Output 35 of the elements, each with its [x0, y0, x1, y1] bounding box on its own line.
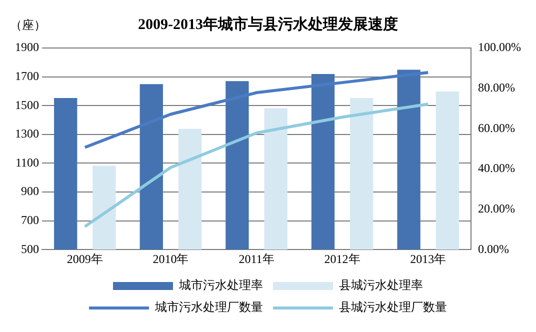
- chart-title: 2009-2013年城市与县污水处理发展速度: [138, 14, 398, 33]
- legend-label: 县城污水处理厂数量: [339, 300, 447, 314]
- y2-tick-label: 20.00%: [478, 201, 516, 216]
- bar: [264, 108, 288, 250]
- bar: [226, 81, 249, 250]
- y-tick-label: 1500: [15, 98, 39, 112]
- y2-tick-label: 100.00%: [478, 40, 522, 54]
- legend-label: 县城污水处理率: [339, 278, 423, 292]
- bar: [54, 98, 78, 250]
- y-axis-title: （座）: [10, 18, 46, 32]
- bar: [436, 92, 459, 250]
- bar: [311, 74, 335, 250]
- bar: [178, 128, 202, 250]
- x-tick-label: 2010年: [152, 252, 189, 266]
- y2-tick-label: 60.00%: [478, 120, 516, 135]
- legend-label: 城市污水处理厂数量: [154, 300, 263, 314]
- x-tick-label: 2009年: [66, 252, 103, 266]
- bar: [92, 166, 116, 250]
- y-tick-label: 1300: [15, 126, 39, 141]
- y2-tick-label: 40.00%: [478, 161, 516, 176]
- bar: [350, 98, 374, 250]
- y-tick-label: 1700: [15, 68, 39, 83]
- legend-label: 城市污水处理率: [178, 278, 263, 292]
- y-tick-label: 700: [21, 212, 39, 227]
- y-tick-label: 1100: [15, 155, 39, 170]
- bar: [397, 70, 420, 250]
- y2-tick-label: 0.00%: [478, 242, 510, 256]
- bar: [140, 84, 163, 250]
- y-tick-label: 900: [21, 184, 39, 198]
- y-tick-label: 500: [21, 242, 39, 256]
- x-tick-label: 2012年: [324, 252, 360, 266]
- x-tick-label: 2013年: [410, 252, 446, 266]
- y-tick-label: 1900: [15, 40, 39, 54]
- x-tick-label: 2011年: [238, 252, 274, 266]
- y2-tick-label: 80.00%: [478, 80, 516, 94]
